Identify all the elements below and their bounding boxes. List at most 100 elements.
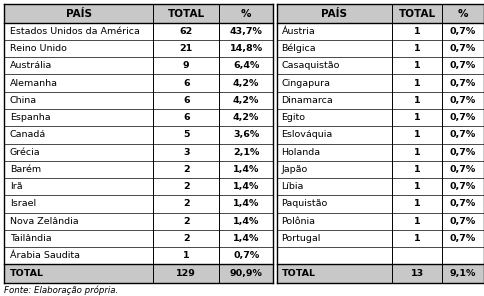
Text: TOTAL: TOTAL [10, 269, 44, 278]
Text: 0,7%: 0,7% [233, 251, 259, 260]
Bar [277, 75, 484, 92]
Text: Barém: Barém [10, 165, 41, 174]
Text: %: % [458, 9, 469, 19]
Text: Holanda: Holanda [282, 148, 320, 157]
Bar [277, 264, 484, 283]
Bar [4, 57, 273, 75]
Text: 13: 13 [410, 269, 424, 278]
Text: 4,2%: 4,2% [233, 113, 259, 122]
Text: 1: 1 [414, 44, 420, 53]
Text: 1: 1 [414, 234, 420, 243]
Text: Egito: Egito [282, 113, 305, 122]
Text: 4,2%: 4,2% [233, 79, 259, 88]
Text: 0,7%: 0,7% [450, 44, 476, 53]
Text: Alemanha: Alemanha [10, 79, 58, 88]
Bar [277, 178, 484, 195]
Text: 3: 3 [183, 148, 190, 157]
Bar [4, 178, 273, 195]
Bar [277, 109, 484, 126]
Text: 2: 2 [183, 217, 190, 226]
Text: 2: 2 [183, 165, 190, 174]
Bar [4, 195, 273, 213]
Bar [277, 161, 484, 178]
Text: 1: 1 [183, 251, 190, 260]
Text: 6: 6 [183, 96, 190, 105]
Text: Paquistão: Paquistão [282, 200, 328, 208]
Text: Polônia: Polônia [282, 217, 316, 226]
Bar [277, 247, 484, 264]
Text: 1: 1 [414, 148, 420, 157]
Bar [4, 92, 273, 109]
Text: TOTAL: TOTAL [167, 9, 205, 19]
Bar [4, 247, 273, 264]
Bar [277, 23, 484, 40]
Text: 0,7%: 0,7% [450, 113, 476, 122]
Text: Estados Unidos da América: Estados Unidos da América [10, 27, 140, 36]
Bar [4, 144, 273, 161]
Text: Canadá: Canadá [10, 131, 46, 139]
Text: 3,6%: 3,6% [233, 131, 259, 139]
Text: 0,7%: 0,7% [450, 27, 476, 36]
Text: Líbia: Líbia [282, 182, 304, 191]
Text: 1: 1 [414, 165, 420, 174]
Text: 90,9%: 90,9% [230, 269, 263, 278]
Text: 0,7%: 0,7% [450, 217, 476, 226]
Text: TOTAL: TOTAL [282, 269, 316, 278]
Bar [277, 126, 484, 144]
Text: TOTAL: TOTAL [398, 9, 436, 19]
Bar [4, 213, 273, 230]
Bar [4, 126, 273, 144]
Text: 1,4%: 1,4% [233, 165, 259, 174]
Bar [4, 230, 273, 247]
Text: 2,1%: 2,1% [233, 148, 259, 157]
Text: 9: 9 [183, 61, 190, 70]
Text: 14,8%: 14,8% [230, 44, 263, 53]
Text: 62: 62 [180, 27, 193, 36]
Text: Cingapura: Cingapura [282, 79, 331, 88]
Text: 1,4%: 1,4% [233, 182, 259, 191]
Text: 0,7%: 0,7% [450, 234, 476, 243]
Bar [4, 109, 273, 126]
Text: Austrália: Austrália [10, 61, 52, 70]
Text: China: China [10, 96, 37, 105]
Text: 6: 6 [183, 79, 190, 88]
Text: Israel: Israel [10, 200, 36, 208]
Text: 1: 1 [414, 113, 420, 122]
Text: 2: 2 [183, 182, 190, 191]
Text: PAÍS: PAÍS [321, 9, 348, 19]
Text: 0,7%: 0,7% [450, 200, 476, 208]
Text: 1,4%: 1,4% [233, 217, 259, 226]
Bar [4, 23, 273, 40]
Text: 1: 1 [414, 182, 420, 191]
Text: Reino Unido: Reino Unido [10, 44, 67, 53]
Bar [277, 57, 484, 75]
Text: Árabia Saudita: Árabia Saudita [10, 251, 80, 260]
Text: Portugal: Portugal [282, 234, 321, 243]
Text: 1: 1 [414, 200, 420, 208]
Text: 2: 2 [183, 234, 190, 243]
Text: Nova Zelândia: Nova Zelândia [10, 217, 78, 226]
Bar [277, 92, 484, 109]
Text: Eslováquia: Eslováquia [282, 131, 333, 139]
Text: 6: 6 [183, 113, 190, 122]
Text: 0,7%: 0,7% [450, 61, 476, 70]
Text: Grécia: Grécia [10, 148, 41, 157]
Text: Espanha: Espanha [10, 113, 50, 122]
Text: 1,4%: 1,4% [233, 200, 259, 208]
Text: Irã: Irã [10, 182, 22, 191]
Bar [4, 40, 273, 57]
Text: 6,4%: 6,4% [233, 61, 259, 70]
Text: 5: 5 [183, 131, 190, 139]
Text: 1,4%: 1,4% [233, 234, 259, 243]
Bar [277, 4, 484, 23]
Text: 0,7%: 0,7% [450, 131, 476, 139]
Text: 0,7%: 0,7% [450, 79, 476, 88]
Text: PAÍS: PAÍS [66, 9, 91, 19]
Text: 1: 1 [414, 96, 420, 105]
Text: Bélgica: Bélgica [282, 44, 316, 53]
Text: 0,7%: 0,7% [450, 148, 476, 157]
Text: 0,7%: 0,7% [450, 165, 476, 174]
Text: 1: 1 [414, 131, 420, 139]
Bar [277, 230, 484, 247]
Text: 1: 1 [414, 217, 420, 226]
